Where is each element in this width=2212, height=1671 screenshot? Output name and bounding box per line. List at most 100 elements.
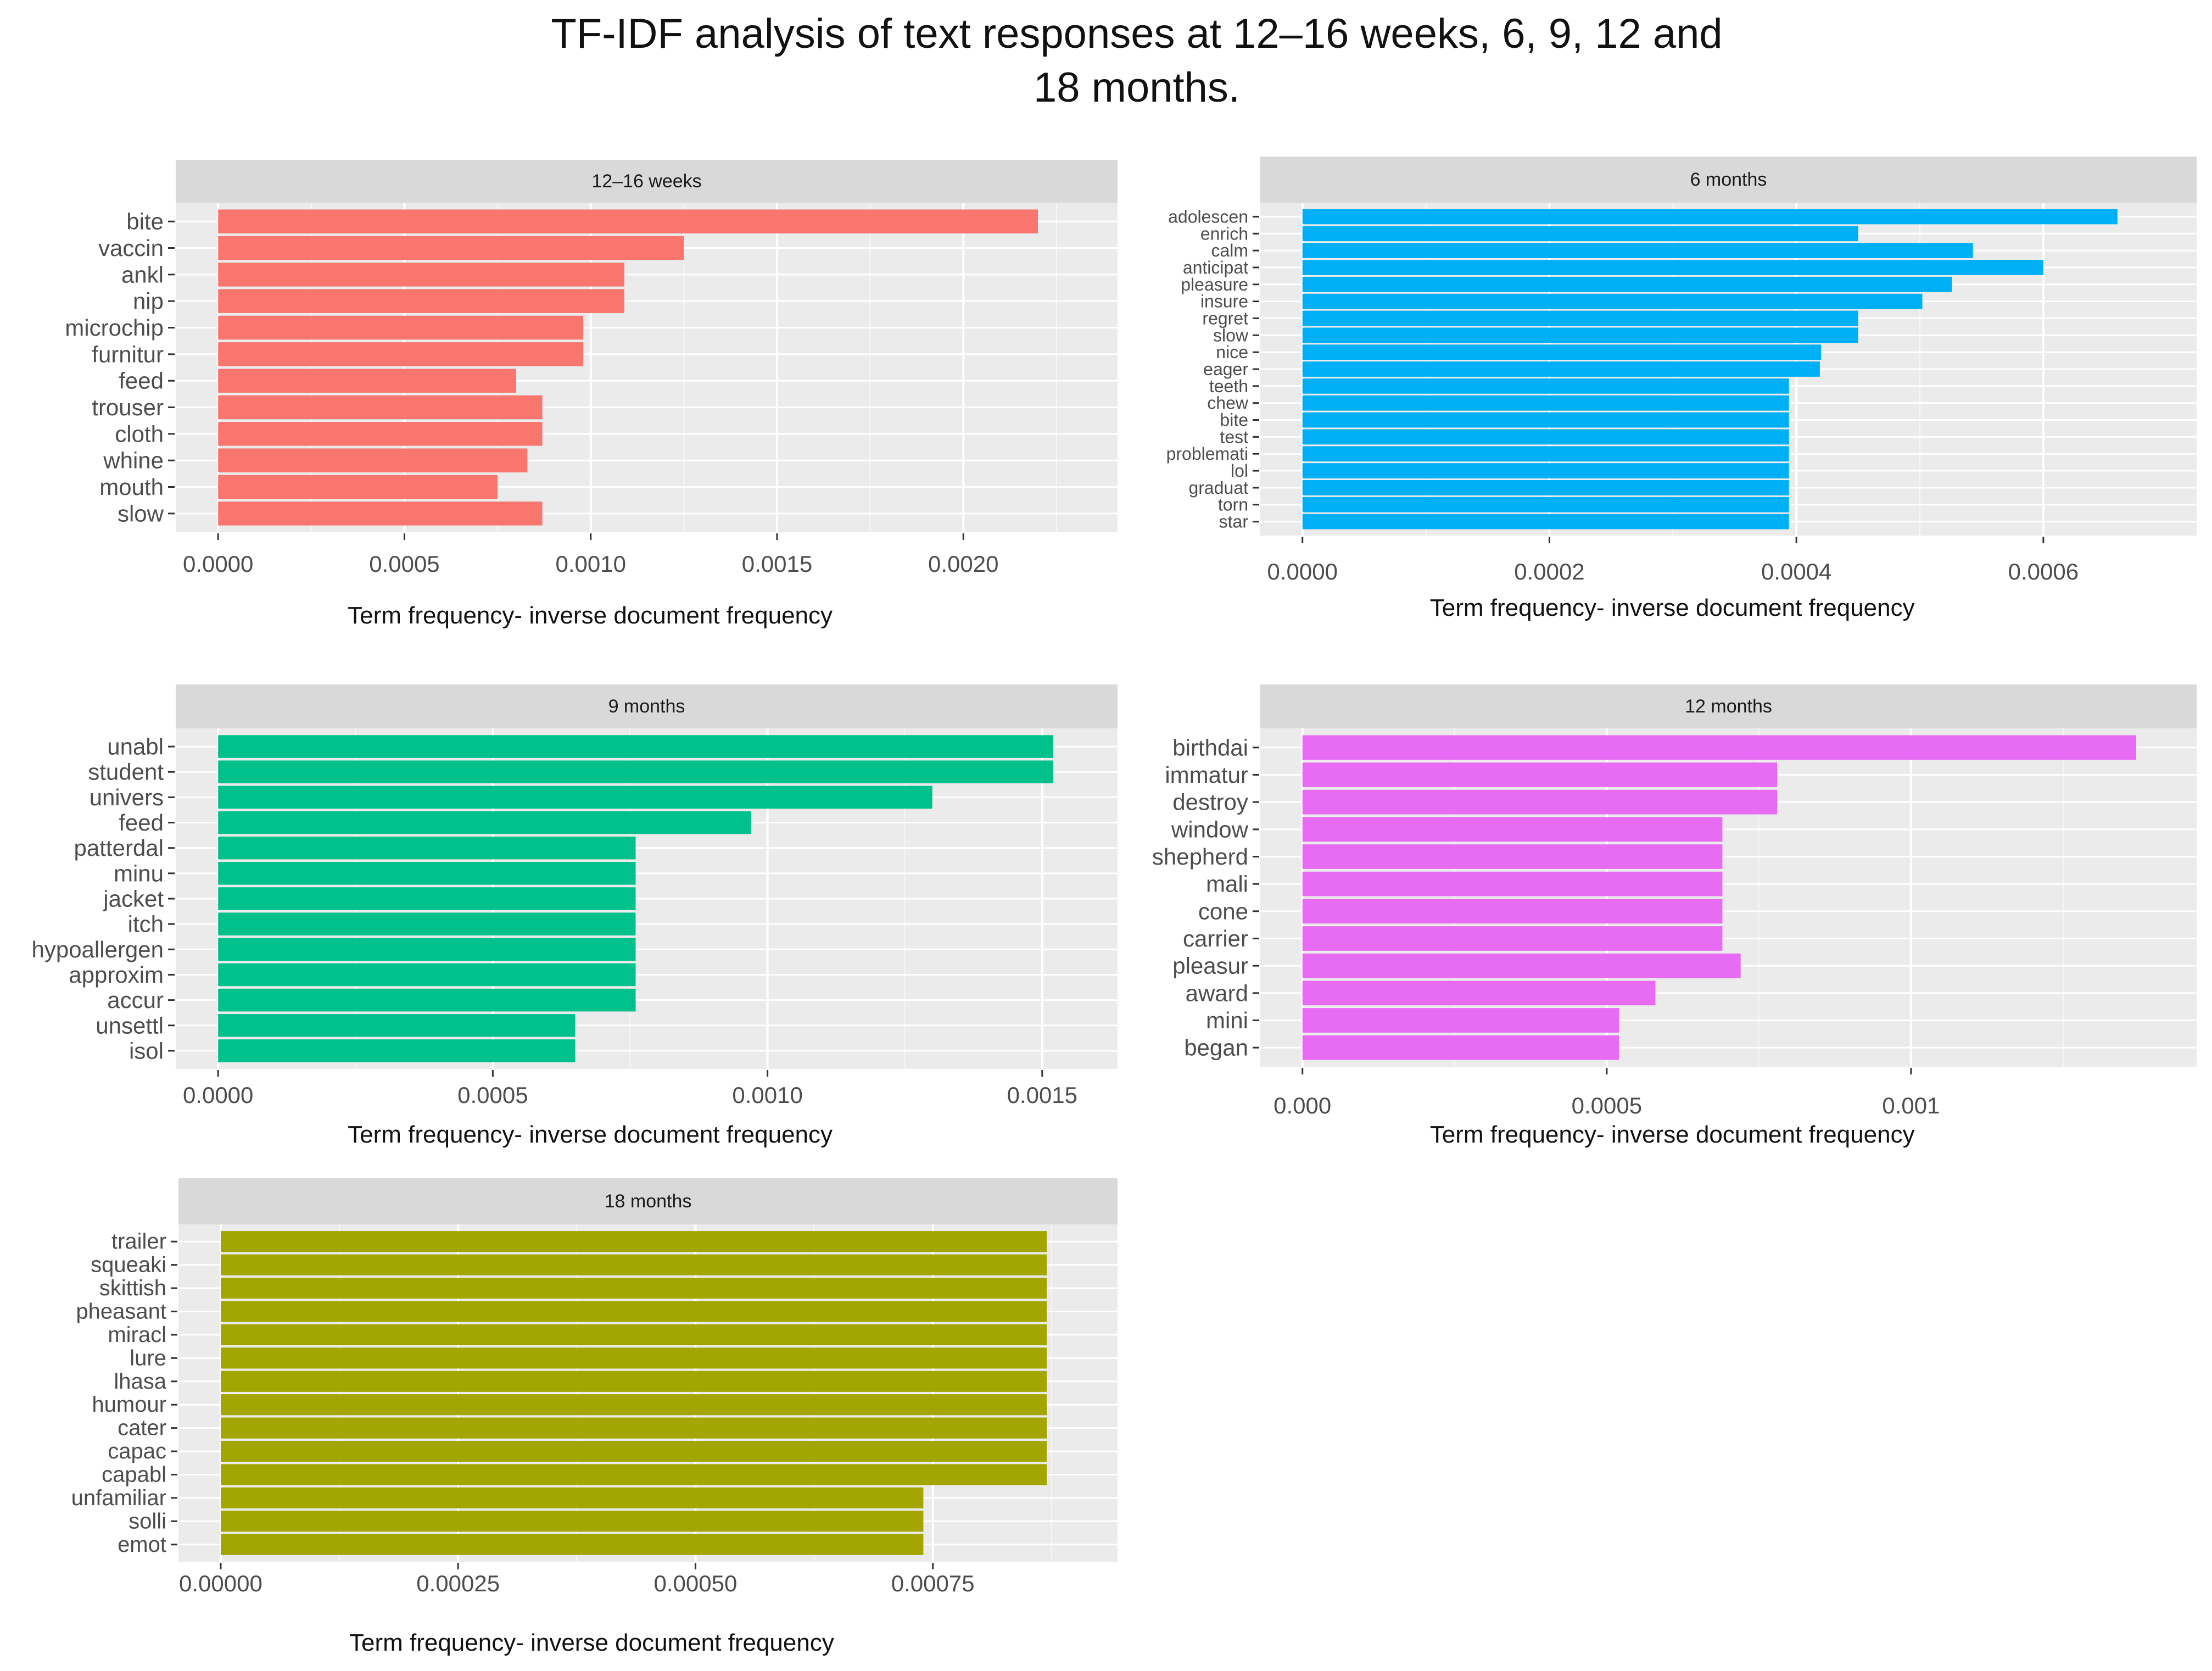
category-label: shepherd	[1152, 844, 1248, 870]
bar	[218, 862, 636, 885]
bar	[1302, 429, 1789, 445]
x-tick-label: 0.0010	[555, 551, 625, 577]
x-tick-label: 0.00075	[891, 1570, 975, 1596]
figure-title-line-2: 18 months.	[1034, 64, 1240, 111]
category-label: unfamiliar	[71, 1486, 166, 1510]
x-tick-label: 0.00000	[179, 1570, 262, 1596]
category-label: enrich	[1200, 224, 1248, 243]
category-label: skittish	[99, 1276, 166, 1300]
facet-strip	[176, 684, 1118, 728]
bar	[1302, 412, 1789, 428]
bar	[1302, 378, 1789, 394]
bar	[218, 887, 636, 910]
bar	[218, 811, 751, 834]
bar	[1302, 899, 1723, 924]
category-label: adolescen	[1168, 207, 1248, 226]
category-label: approxim	[69, 962, 164, 988]
category-label: nip	[133, 288, 164, 314]
category-label: trouser	[92, 394, 164, 420]
bar	[1302, 395, 1789, 411]
category-label: bite	[126, 209, 164, 235]
bar	[220, 1277, 1047, 1299]
category-label: squeaki	[91, 1253, 166, 1277]
bar	[218, 236, 684, 260]
category-label: hypoallergen	[31, 937, 164, 962]
x-tick-label: 0.0006	[2008, 559, 2079, 584]
category-label: chew	[1207, 393, 1249, 413]
category-label: problemati	[1166, 444, 1248, 464]
bar	[218, 786, 932, 809]
category-label: mali	[1206, 871, 1248, 897]
x-axis-title: Term frequency- inverse document frequen…	[1430, 594, 1915, 621]
category-label: vaccin	[98, 235, 164, 261]
bar	[1302, 844, 1723, 869]
x-tick-label: 0.0010	[732, 1082, 802, 1108]
bar	[220, 1231, 1047, 1252]
facet-strip	[176, 160, 1118, 203]
category-label: trailer	[111, 1229, 166, 1254]
bar	[1302, 209, 2118, 225]
category-label: nice	[1216, 342, 1248, 362]
bar	[1302, 327, 1858, 343]
category-label: cater	[118, 1416, 166, 1440]
x-tick-label: 0.0004	[1761, 559, 1831, 584]
category-label: slow	[118, 500, 164, 526]
bar	[1302, 926, 1723, 951]
x-axis-title: Term frequency- inverse document frequen…	[348, 602, 833, 629]
category-label: isol	[129, 1038, 164, 1063]
bar	[218, 422, 543, 446]
bar	[218, 760, 1053, 783]
category-label: bite	[1220, 410, 1248, 430]
bar	[218, 475, 498, 499]
category-label: unsettl	[96, 1012, 164, 1038]
bar	[1302, 446, 1789, 462]
category-label: graduat	[1188, 478, 1248, 498]
x-tick-label: 0.0000	[183, 551, 253, 577]
bar	[1302, 762, 1778, 787]
x-axis-title: Term frequency- inverse document frequen…	[348, 1121, 833, 1148]
category-label: mouth	[99, 474, 164, 500]
facet-strip	[178, 1178, 1118, 1224]
bar	[218, 963, 636, 987]
bar	[1302, 789, 1778, 815]
bar	[220, 1394, 1047, 1416]
category-label: lhasa	[114, 1369, 166, 1394]
facet-strip	[1260, 684, 2197, 728]
bar	[220, 1254, 1047, 1275]
bar	[220, 1324, 1047, 1346]
bar	[218, 1039, 576, 1062]
facet-title: 6 months	[1690, 169, 1767, 190]
bar	[220, 1347, 1047, 1369]
category-label: cloth	[115, 421, 164, 447]
category-label: itch	[128, 911, 164, 937]
facet-strip	[1260, 157, 2197, 203]
category-label: regret	[1202, 308, 1248, 328]
category-label: anticipat	[1183, 258, 1248, 277]
category-label: immatur	[1165, 762, 1248, 788]
bar	[218, 342, 584, 366]
category-label: teeth	[1209, 376, 1248, 396]
category-label: pleasur	[1172, 953, 1248, 979]
x-tick-label: 0.000	[1273, 1093, 1331, 1118]
category-label: destroy	[1172, 789, 1248, 815]
chart-9-months: unablstudentuniversfeedpatterdalminujack…	[31, 684, 1118, 1148]
bar	[1302, 293, 1923, 309]
category-label: birthdai	[1172, 734, 1248, 760]
category-label: insure	[1200, 292, 1248, 311]
bar	[1302, 514, 1789, 530]
x-tick-label: 0.0005	[1572, 1093, 1642, 1118]
bar	[1302, 871, 1723, 896]
x-tick-label: 0.0000	[183, 1082, 253, 1108]
category-label: humour	[92, 1392, 166, 1417]
bar	[220, 1301, 1047, 1322]
bar	[1302, 817, 1723, 842]
bar	[220, 1440, 1047, 1462]
category-label: feed	[119, 810, 164, 836]
facet-title: 18 months	[605, 1191, 692, 1212]
bar	[218, 1014, 576, 1037]
category-label: began	[1184, 1035, 1248, 1061]
category-label: eager	[1203, 359, 1248, 379]
bar	[218, 315, 584, 340]
facet-title: 12 months	[1685, 696, 1772, 717]
facet-title: 12–16 weeks	[591, 171, 701, 192]
